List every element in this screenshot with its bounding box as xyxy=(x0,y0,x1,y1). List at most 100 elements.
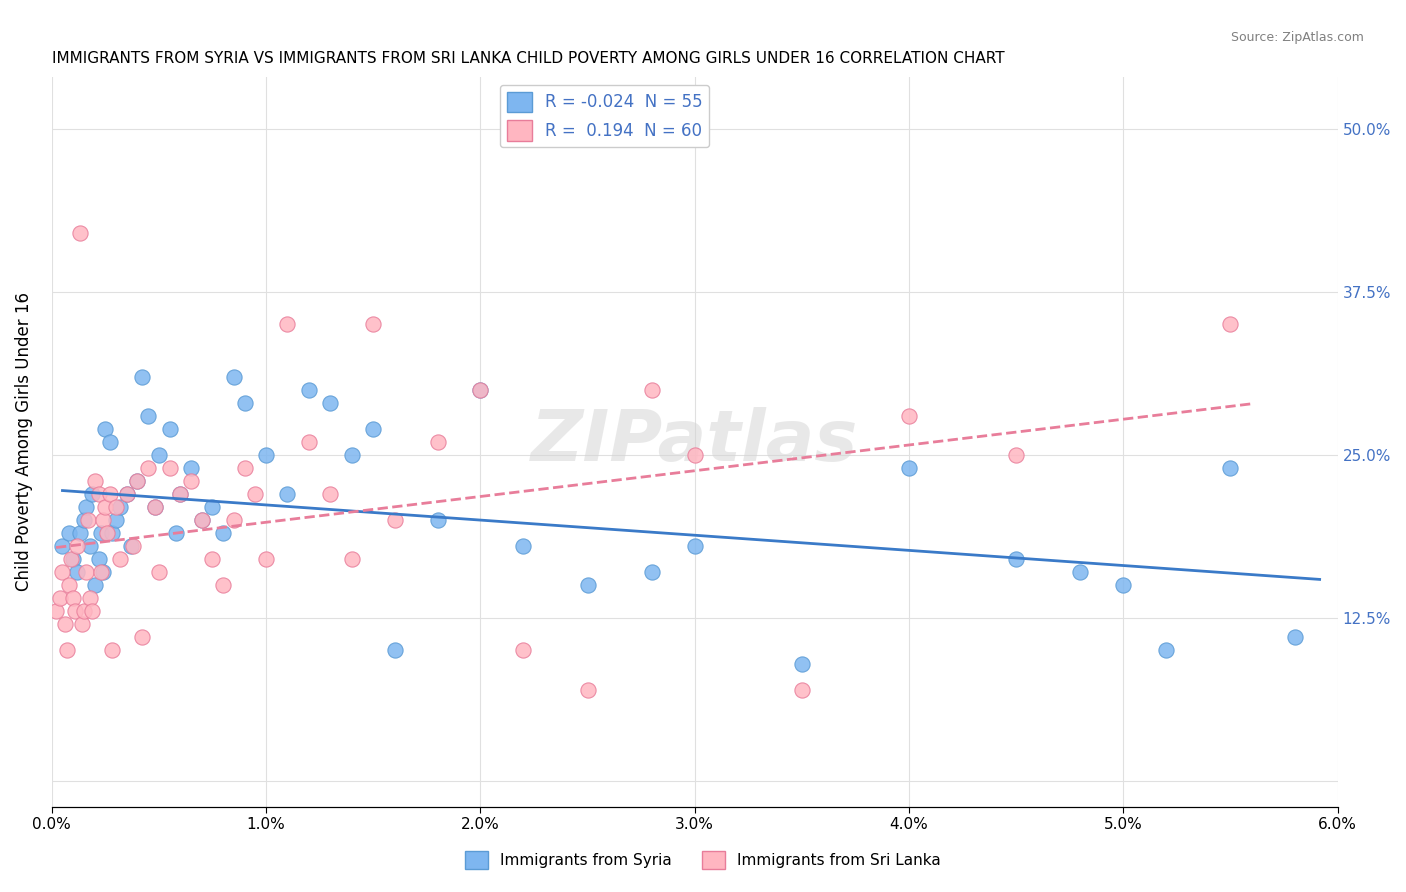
Point xyxy=(159,461,181,475)
Point xyxy=(169,487,191,501)
Point xyxy=(91,513,114,527)
Point xyxy=(91,565,114,579)
Point xyxy=(1284,631,1306,645)
Point xyxy=(1005,448,1028,462)
Point xyxy=(69,526,91,541)
Point xyxy=(51,539,73,553)
Point xyxy=(77,513,100,527)
Point xyxy=(75,565,97,579)
Point xyxy=(110,552,132,566)
Point xyxy=(94,422,117,436)
Point xyxy=(233,461,256,475)
Point xyxy=(66,565,89,579)
Point xyxy=(790,682,813,697)
Point xyxy=(83,578,105,592)
Point xyxy=(641,383,664,397)
Point xyxy=(82,487,104,501)
Point xyxy=(127,474,149,488)
Point xyxy=(512,643,534,657)
Point xyxy=(1219,318,1241,332)
Point xyxy=(82,604,104,618)
Point xyxy=(110,500,132,514)
Point xyxy=(191,513,214,527)
Point xyxy=(131,631,153,645)
Point xyxy=(233,395,256,409)
Point xyxy=(298,434,321,449)
Point xyxy=(148,448,170,462)
Legend: R = -0.024  N = 55, R =  0.194  N = 60: R = -0.024 N = 55, R = 0.194 N = 60 xyxy=(501,85,710,147)
Point xyxy=(87,552,110,566)
Point xyxy=(361,422,384,436)
Point xyxy=(66,539,89,553)
Point xyxy=(1112,578,1135,592)
Point xyxy=(127,474,149,488)
Point xyxy=(898,461,921,475)
Point xyxy=(276,318,298,332)
Point xyxy=(159,422,181,436)
Point xyxy=(319,487,342,501)
Point xyxy=(90,526,112,541)
Point xyxy=(136,409,159,423)
Point xyxy=(115,487,138,501)
Point xyxy=(1005,552,1028,566)
Point xyxy=(87,487,110,501)
Point xyxy=(100,643,122,657)
Point xyxy=(340,552,363,566)
Point xyxy=(122,539,145,553)
Text: ZIPatlas: ZIPatlas xyxy=(531,408,859,476)
Point xyxy=(683,539,706,553)
Point xyxy=(100,526,122,541)
Point xyxy=(426,434,449,449)
Text: Source: ZipAtlas.com: Source: ZipAtlas.com xyxy=(1230,31,1364,45)
Point xyxy=(191,513,214,527)
Point xyxy=(90,565,112,579)
Point xyxy=(384,513,406,527)
Point xyxy=(58,578,80,592)
Point xyxy=(384,643,406,657)
Point xyxy=(641,565,664,579)
Point xyxy=(53,617,76,632)
Point xyxy=(245,487,267,501)
Point xyxy=(136,461,159,475)
Point xyxy=(212,526,235,541)
Point xyxy=(148,565,170,579)
Point xyxy=(340,448,363,462)
Point xyxy=(201,552,224,566)
Point xyxy=(98,434,121,449)
Point xyxy=(62,591,84,606)
Point xyxy=(212,578,235,592)
Point xyxy=(254,448,277,462)
Point xyxy=(60,552,83,566)
Point xyxy=(73,513,96,527)
Point xyxy=(79,539,101,553)
Point xyxy=(98,487,121,501)
Point xyxy=(51,565,73,579)
Point xyxy=(790,657,813,671)
Point xyxy=(79,591,101,606)
Point xyxy=(1069,565,1091,579)
Point xyxy=(512,539,534,553)
Point xyxy=(143,500,166,514)
Point xyxy=(1154,643,1177,657)
Point xyxy=(143,500,166,514)
Point xyxy=(131,369,153,384)
Point xyxy=(576,682,599,697)
Y-axis label: Child Poverty Among Girls Under 16: Child Poverty Among Girls Under 16 xyxy=(15,293,32,591)
Point xyxy=(165,526,187,541)
Point xyxy=(120,539,142,553)
Point xyxy=(75,500,97,514)
Point xyxy=(180,461,202,475)
Point xyxy=(683,448,706,462)
Point xyxy=(45,604,67,618)
Point xyxy=(73,604,96,618)
Point xyxy=(55,643,77,657)
Point xyxy=(470,383,492,397)
Point xyxy=(426,513,449,527)
Point xyxy=(115,487,138,501)
Legend: Immigrants from Syria, Immigrants from Sri Lanka: Immigrants from Syria, Immigrants from S… xyxy=(458,845,948,875)
Point xyxy=(319,395,342,409)
Point xyxy=(105,513,128,527)
Point xyxy=(298,383,321,397)
Point xyxy=(201,500,224,514)
Point xyxy=(254,552,277,566)
